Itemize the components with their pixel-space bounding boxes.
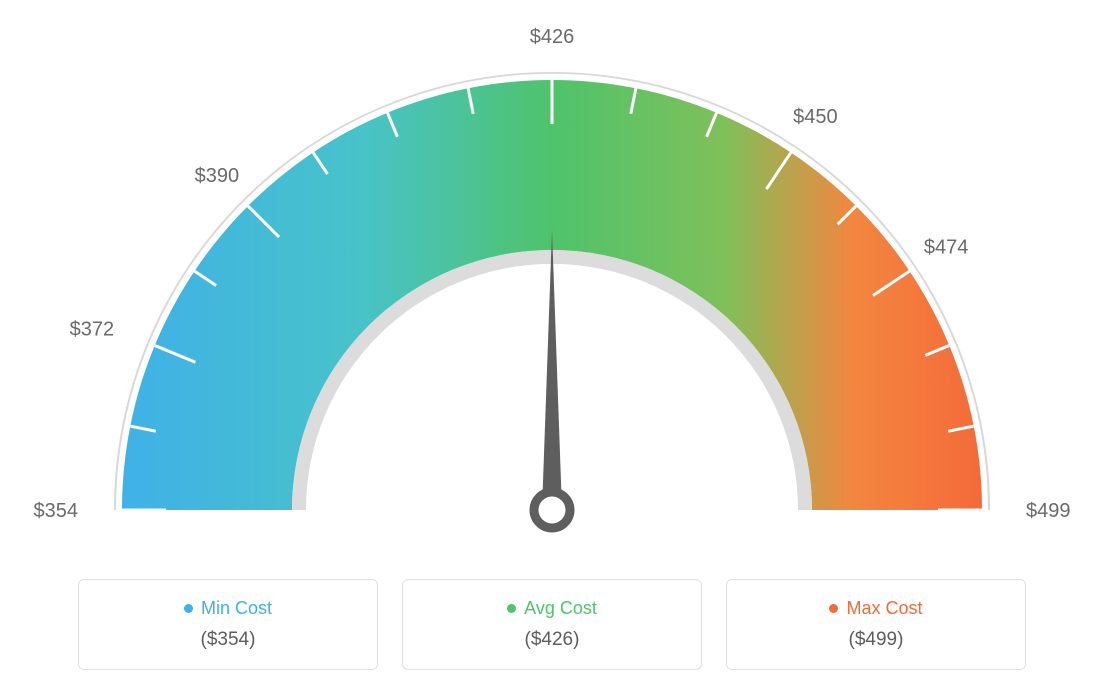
- legend-min-box: Min Cost ($354): [78, 579, 378, 670]
- legend-max-title: Max Cost: [829, 598, 922, 619]
- legend-avg-label: Avg Cost: [524, 598, 597, 619]
- legend-min-label: Min Cost: [201, 598, 272, 619]
- gauge-tick-label: $390: [195, 165, 240, 187]
- gauge-tick-label: $372: [70, 319, 115, 341]
- legend-avg-title: Avg Cost: [507, 598, 597, 619]
- dot-icon: [507, 604, 516, 613]
- gauge-tick-label: $426: [530, 26, 575, 48]
- dot-icon: [829, 604, 838, 613]
- legend-avg-value: ($426): [403, 629, 701, 651]
- gauge-tick-label: $499: [1026, 500, 1071, 522]
- gauge-tick-label: $474: [924, 237, 969, 259]
- legend-row: Min Cost ($354) Avg Cost ($426) Max Cost…: [0, 579, 1104, 670]
- gauge-needle: [542, 230, 562, 510]
- legend-max-box: Max Cost ($499): [726, 579, 1026, 670]
- legend-max-label: Max Cost: [846, 598, 922, 619]
- cost-gauge-chart: $354 $372 $390 $426 $450 $474 $499: [0, 0, 1104, 560]
- gauge-needle-hub: [534, 492, 570, 528]
- legend-avg-box: Avg Cost ($426): [402, 579, 702, 670]
- gauge-tick-label: $354: [34, 500, 79, 522]
- gauge-svg: $354 $372 $390 $426 $450 $474 $499: [0, 0, 1104, 560]
- gauge-tick-label: $450: [793, 106, 838, 128]
- legend-max-value: ($499): [727, 629, 1025, 651]
- legend-min-value: ($354): [79, 629, 377, 651]
- legend-min-title: Min Cost: [184, 598, 272, 619]
- dot-icon: [184, 604, 193, 613]
